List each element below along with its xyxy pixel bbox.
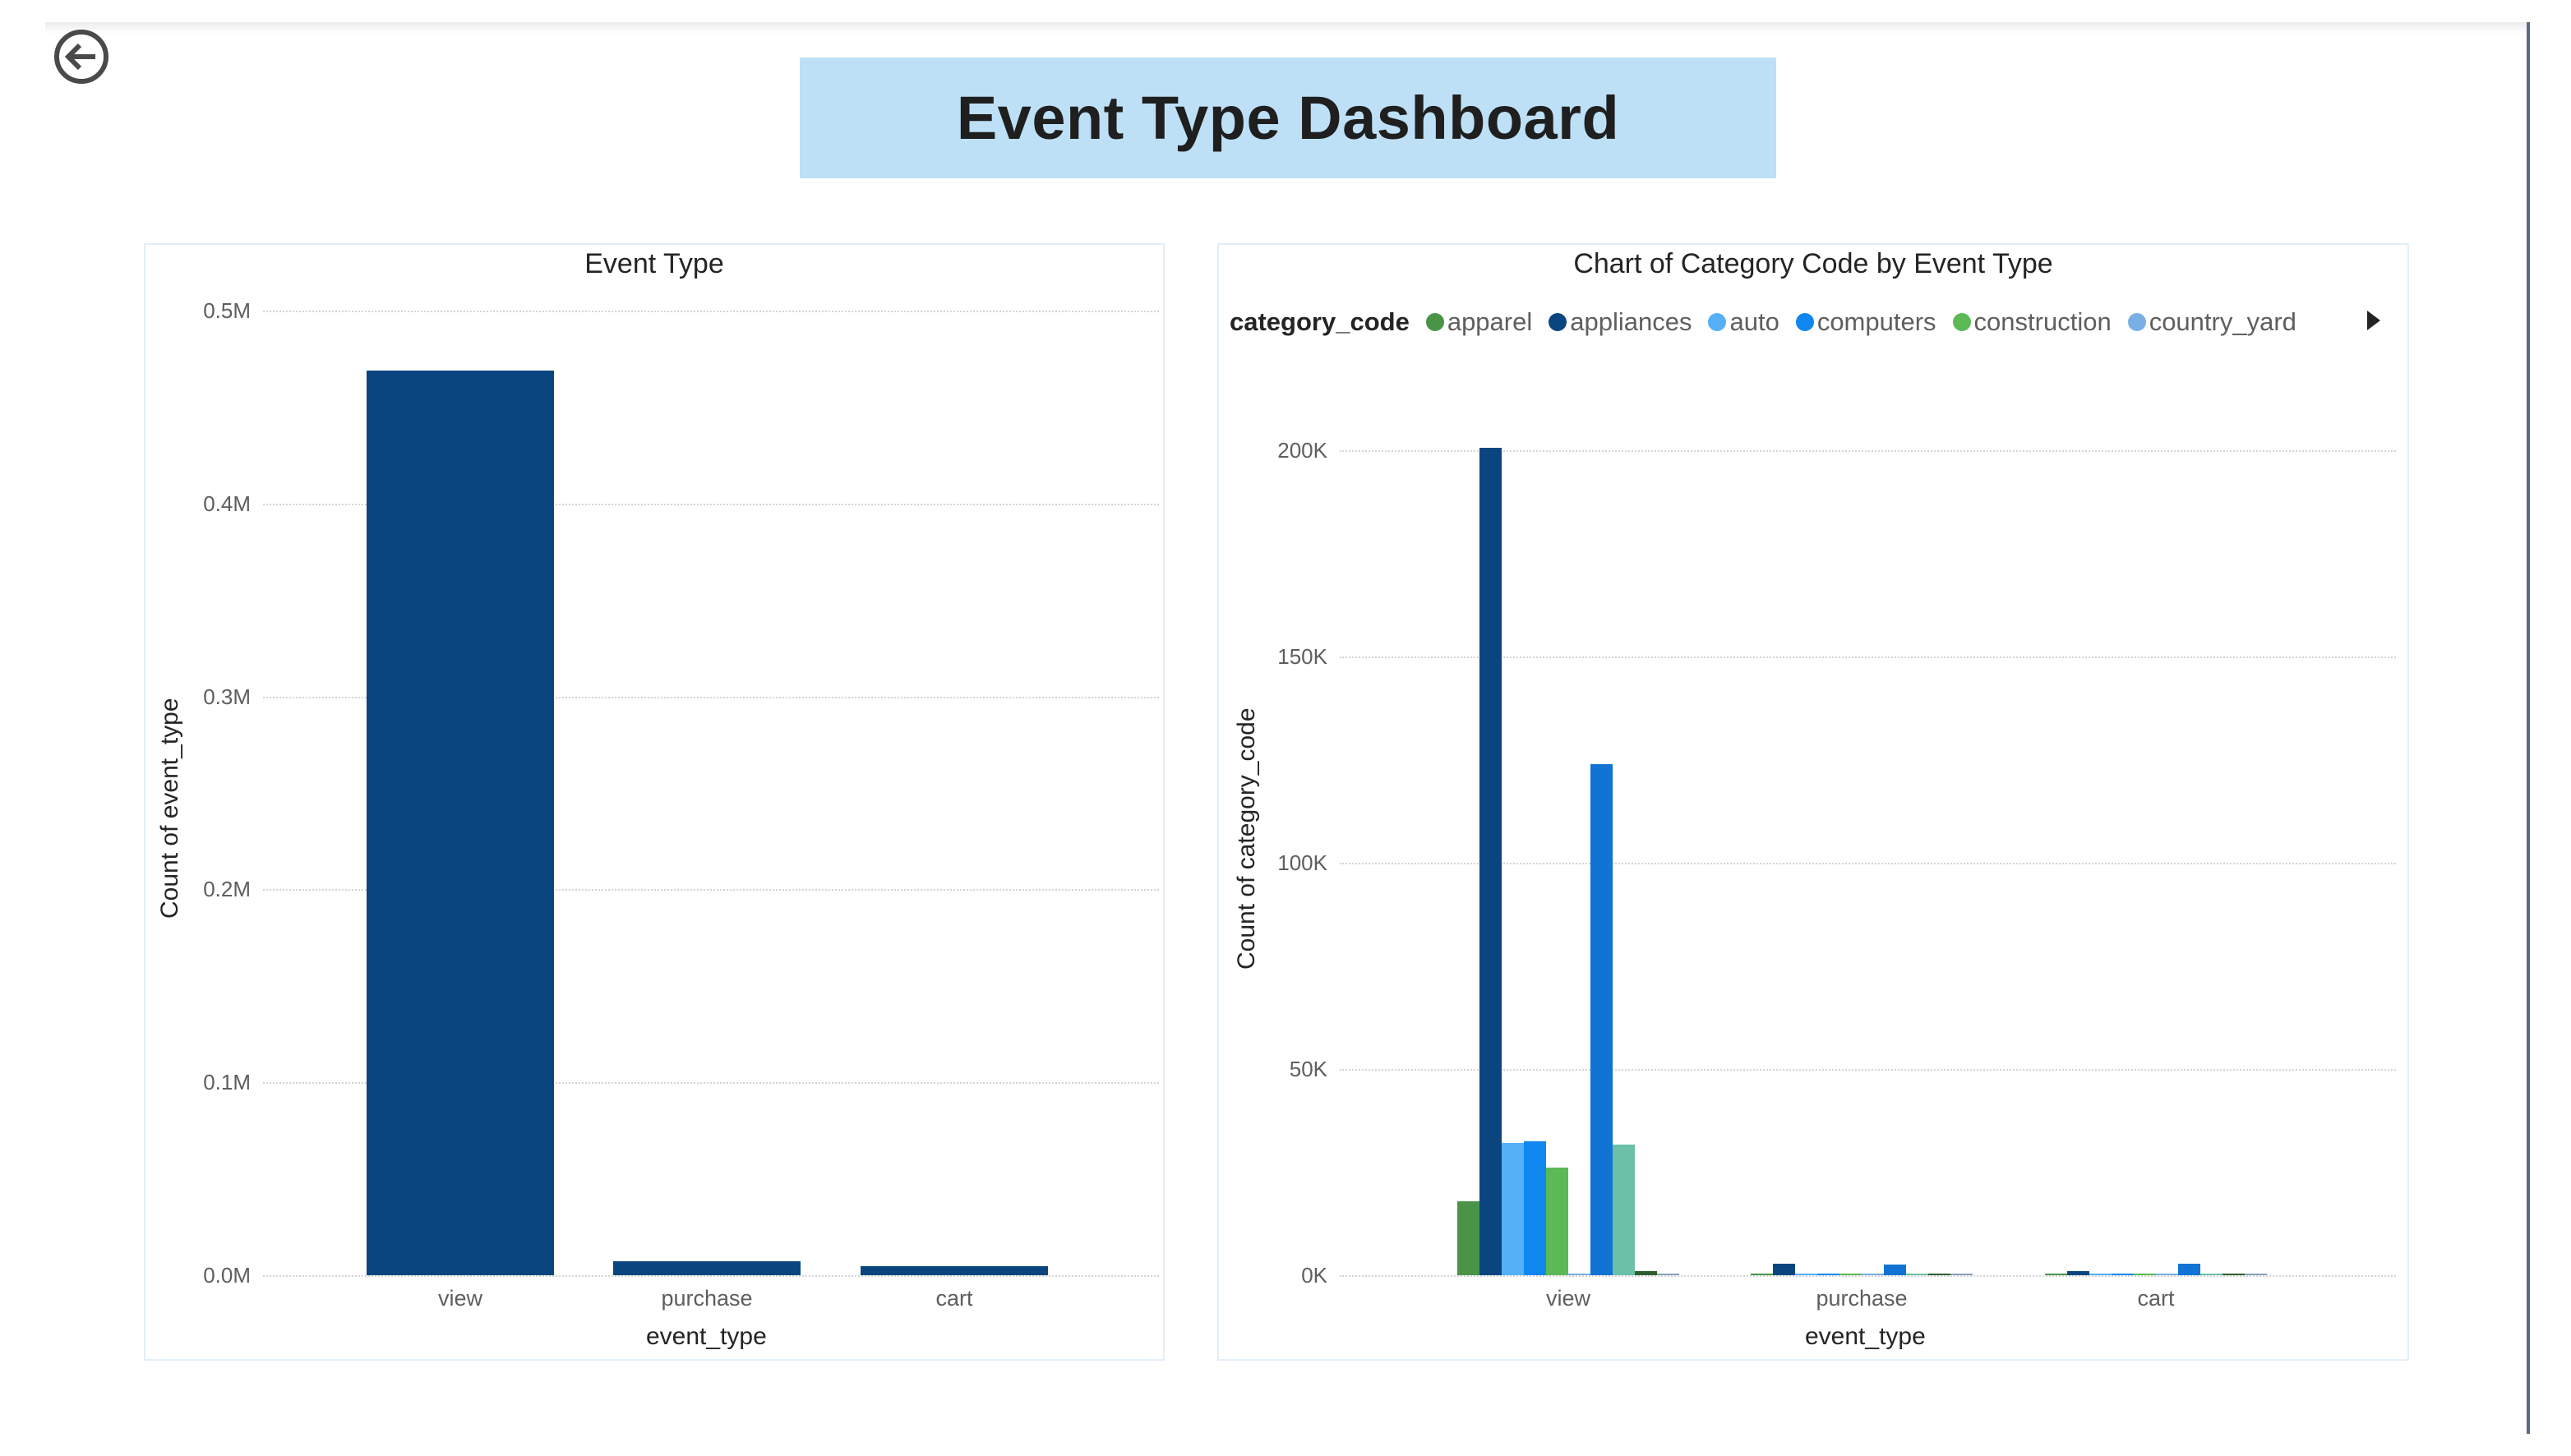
right-bar-cart-series-10[interactable] [2245,1274,2267,1275]
legend-item-label: appliances [1570,307,1692,336]
right-bar-cart-construction[interactable] [2134,1274,2156,1275]
left-gridline [263,696,1159,698]
right-bar-view-appliances[interactable] [1479,448,1502,1275]
right-bar-cart-series-9[interactable] [2223,1274,2245,1275]
right-bar-purchase-series-10[interactable] [1950,1274,1973,1275]
left-bar-view[interactable] [367,370,554,1275]
right-bar-cart-country_yard[interactable] [2156,1274,2178,1275]
legend-item-label: apparel [1447,307,1533,336]
right-x-category: view [1545,1286,1590,1311]
right-gridline [1340,450,2396,452]
left-gridline [263,1082,1159,1085]
right-bar-cart-series-8[interactable] [2200,1274,2223,1275]
legend-title: category_code [1230,307,1410,336]
left-chart-title: Event Type [584,248,724,279]
legend-item-label: construction [1973,307,2112,336]
dashboard-title-banner: Event Type Dashboard [800,58,1776,178]
right-bar-cart-computers[interactable] [2112,1273,2134,1275]
right-chart-title: Chart of Category Code by Event Type [1573,248,2053,279]
legend-item-label: auto [1729,307,1779,336]
left-x-category: purchase [661,1286,753,1311]
top-shadow-band [45,22,2527,34]
left-y-tick: 0.2M [203,877,251,902]
right-y-tick: 200K [1277,438,1327,463]
legend-item-auto[interactable]: auto [1708,307,1779,337]
left-bar-purchase[interactable] [613,1261,801,1275]
left-y-tick: 0.0M [203,1263,251,1288]
back-arrow-circle-icon [54,30,108,84]
legend-item-label: country_yard [2149,307,2296,336]
right-bar-view-auto[interactable] [1502,1143,1524,1275]
right-bar-cart-apparel[interactable] [2045,1274,2067,1275]
category-code-chart-panel[interactable] [1217,243,2409,1361]
left-x-category: cart [935,1286,973,1311]
right-bar-view-country_yard[interactable] [1568,1274,1590,1275]
legend-dot-icon [1708,313,1727,331]
legend-item-appliances[interactable]: appliances [1549,307,1692,337]
right-gridline [1340,1275,2396,1277]
right-bar-view-series-7[interactable] [1590,763,1613,1275]
left-gridline [263,311,1159,312]
left-y-tick: 0.3M [203,684,251,709]
left-gridline [263,1275,1159,1277]
left-gridline [263,503,1159,505]
legend-dot-icon [1952,313,1971,331]
legend-dot-icon [2127,313,2146,331]
right-bar-view-construction[interactable] [1546,1168,1568,1275]
right-x-category: purchase [1816,1286,1908,1311]
page-title: Event Type Dashboard [956,84,1620,152]
right-bar-cart-appliances[interactable] [2067,1270,2089,1275]
right-bar-purchase-series-7[interactable] [1884,1265,1906,1275]
right-bar-purchase-construction[interactable] [1839,1274,1862,1275]
right-bar-cart-series-7[interactable] [2178,1263,2200,1275]
legend-dot-icon [1795,313,1814,331]
right-bar-view-series-10[interactable] [1657,1274,1679,1275]
right-bar-purchase-apparel[interactable] [1751,1274,1773,1275]
page-right-border [2527,22,2530,1434]
right-bar-purchase-series-9[interactable] [1928,1274,1950,1275]
right-x-category: cart [2137,1286,2175,1311]
left-x-category: view [437,1286,482,1311]
left-chart-y-axis-title: Count of event_type [156,698,183,919]
legend-dot-icon [1425,313,1444,331]
left-y-tick: 0.1M [203,1070,251,1095]
left-bar-cart[interactable] [861,1266,1048,1275]
right-bar-purchase-auto[interactable] [1795,1274,1817,1275]
legend-item-apparel[interactable]: apparel [1425,307,1533,337]
right-gridline [1340,1069,2396,1071]
right-chart-y-axis-title: Count of category_code [1233,707,1260,970]
right-chart-legend: category_code apparel appliances auto compu… [1230,307,2313,337]
right-y-tick: 0K [1301,1263,1327,1288]
legend-next-arrow-icon[interactable] [2367,311,2380,330]
left-y-tick: 0.4M [203,491,251,516]
legend-item-country_yard[interactable]: country_yard [2127,307,2296,337]
right-bar-purchase-appliances[interactable] [1773,1263,1795,1275]
right-y-tick: 150K [1277,644,1327,669]
right-bar-purchase-country_yard[interactable] [1862,1274,1884,1275]
right-bar-view-series-8[interactable] [1613,1144,1635,1275]
right-gridline [1340,863,2396,864]
legend-dot-icon [1549,313,1567,331]
back-button[interactable] [53,28,110,85]
legend-item-label: computers [1816,307,1936,336]
right-chart-x-axis-title: event_type [1805,1323,1926,1350]
left-chart-x-axis-title: event_type [646,1323,767,1350]
right-bar-purchase-computers[interactable] [1817,1273,1839,1275]
right-bar-purchase-series-8[interactable] [1906,1274,1928,1275]
right-bar-view-apparel[interactable] [1457,1200,1479,1275]
right-bar-view-computers[interactable] [1524,1140,1546,1275]
left-gridline [263,889,1159,892]
event-type-chart-panel[interactable] [144,243,1165,1361]
right-bar-cart-auto[interactable] [2089,1274,2112,1275]
right-y-tick: 50K [1289,1057,1327,1081]
right-y-tick: 100K [1277,850,1327,875]
legend-item-computers[interactable]: computers [1795,307,1936,337]
legend-item-construction[interactable]: construction [1952,307,2112,337]
right-gridline [1340,657,2396,658]
right-bar-view-series-9[interactable] [1635,1270,1657,1275]
left-y-tick: 0.5M [203,298,251,323]
